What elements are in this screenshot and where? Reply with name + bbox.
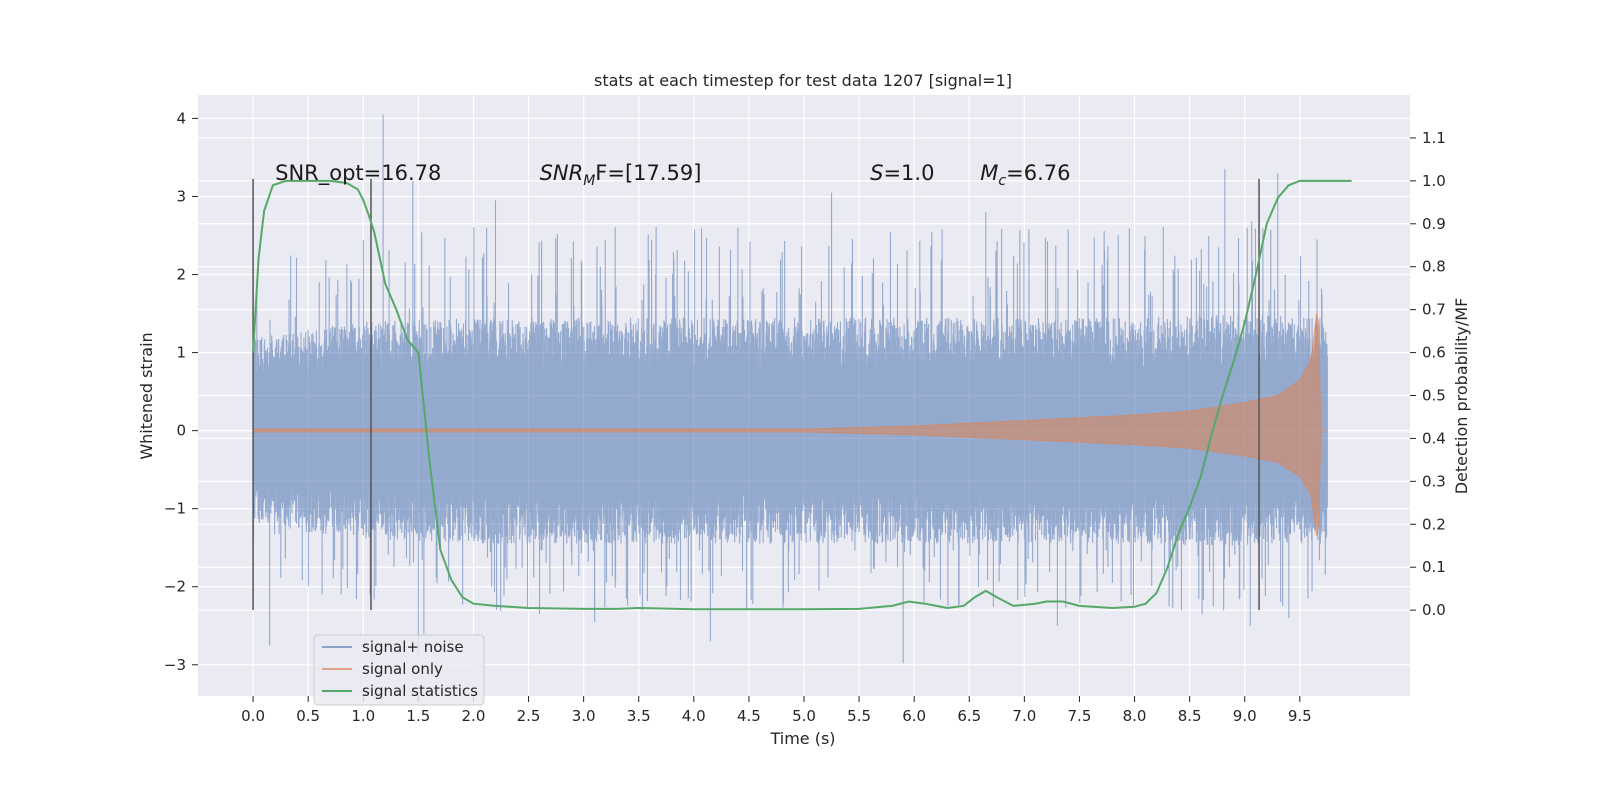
annotation-text: SNRMF=[17.59]: [540, 161, 702, 189]
y-tick-label: 1: [176, 344, 186, 362]
y2-ticks: 1.1 1.0 0.9 0.8 0.7 0.6 0.5 0.4 0.3 0.2 0.1 0.0: [1410, 129, 1446, 619]
signal-only-line: [252, 313, 1328, 537]
legend-label: signal+ noise: [362, 638, 464, 656]
y2-tick-label: 0.6: [1422, 344, 1446, 362]
x-tick-label: 6.5: [957, 707, 981, 725]
y2-tick-label: 0.3: [1422, 472, 1446, 490]
y-axis-label: Whitened strain: [137, 332, 156, 459]
y-tick-label: −1: [164, 500, 186, 518]
x-tick-label: 7.0: [1012, 707, 1036, 725]
y-tick-label: 2: [176, 266, 186, 284]
y-tick-label: −2: [164, 578, 186, 596]
x-tick-label: 9.0: [1233, 707, 1257, 725]
x-tick-label: 2.5: [517, 707, 541, 725]
y-tick-label: −3: [164, 656, 186, 674]
y2-tick-label: 0.0: [1422, 601, 1446, 619]
y2-tick-label: 0.4: [1422, 429, 1446, 447]
y2-axis-label: Detection probability/MF: [1452, 298, 1471, 495]
signal-statistics-line: [252, 179, 1352, 611]
y2-tick-label: 1.0: [1422, 172, 1446, 190]
x-tick-label: 0.0: [241, 707, 265, 725]
annotation-text: Mc=6.76: [980, 161, 1070, 189]
x-tick-label: 4.5: [737, 707, 761, 725]
y2-tick-label: 1.1: [1422, 129, 1446, 147]
y2-tick-label: 0.1: [1422, 558, 1446, 576]
legend: signal+ noise signal only signal statistic…: [313, 634, 485, 706]
x-tick-label: 1.5: [406, 707, 430, 725]
y2-tick-label: 0.9: [1422, 215, 1446, 233]
legend-box: [313, 634, 485, 706]
x-tick-label: 8.0: [1123, 707, 1147, 725]
signal-statistics-series: [252, 179, 1352, 611]
x-tick-label: 0.5: [296, 707, 320, 725]
legend-label: signal only: [362, 660, 443, 678]
signal-only-series: [252, 313, 1328, 537]
x-tick-label: 7.5: [1068, 707, 1092, 725]
legend-label: signal statistics: [362, 682, 478, 700]
annotations: SNR_opt=16.78 SNRMF=[17.59] S=1.0 Mc=6.76: [275, 161, 1070, 189]
x-tick-label: 9.5: [1288, 707, 1312, 725]
x-tick-label: 6.0: [902, 707, 926, 725]
x-tick-label: 4.0: [682, 707, 706, 725]
x-axis-label: Time (s): [769, 729, 835, 748]
x-tick-label: 1.0: [351, 707, 375, 725]
x-ticks: 0.0 0.5 1.0 1.5 2.0 2.5 3.0 3.5 4.0 4.5 5.0 5.5 6.0 6…: [241, 696, 1312, 725]
y2-tick-label: 0.5: [1422, 387, 1446, 405]
vertical-lines: [252, 178, 1260, 611]
y2-tick-label: 0.2: [1422, 515, 1446, 533]
x-tick-label: 5.5: [847, 707, 871, 725]
annotation-text: SNR_opt=16.78: [275, 161, 441, 186]
x-tick-label: 2.0: [462, 707, 486, 725]
chart-title: stats at each timestep for test data 120…: [594, 71, 1012, 90]
y-tick-label: 3: [176, 187, 186, 205]
y-ticks: 4 3 2 1 0 −1 −2 −3: [164, 109, 198, 674]
x-tick-label: 8.5: [1178, 707, 1202, 725]
annotation-text: S=1.0: [870, 161, 934, 185]
y-tick-label: 4: [176, 109, 186, 127]
y2-tick-label: 0.8: [1422, 258, 1446, 276]
x-tick-label: 5.0: [792, 707, 816, 725]
y-tick-label: 0: [176, 422, 186, 440]
x-tick-label: 3.0: [572, 707, 596, 725]
x-tick-label: 3.5: [627, 707, 651, 725]
y2-tick-label: 0.7: [1422, 301, 1446, 319]
